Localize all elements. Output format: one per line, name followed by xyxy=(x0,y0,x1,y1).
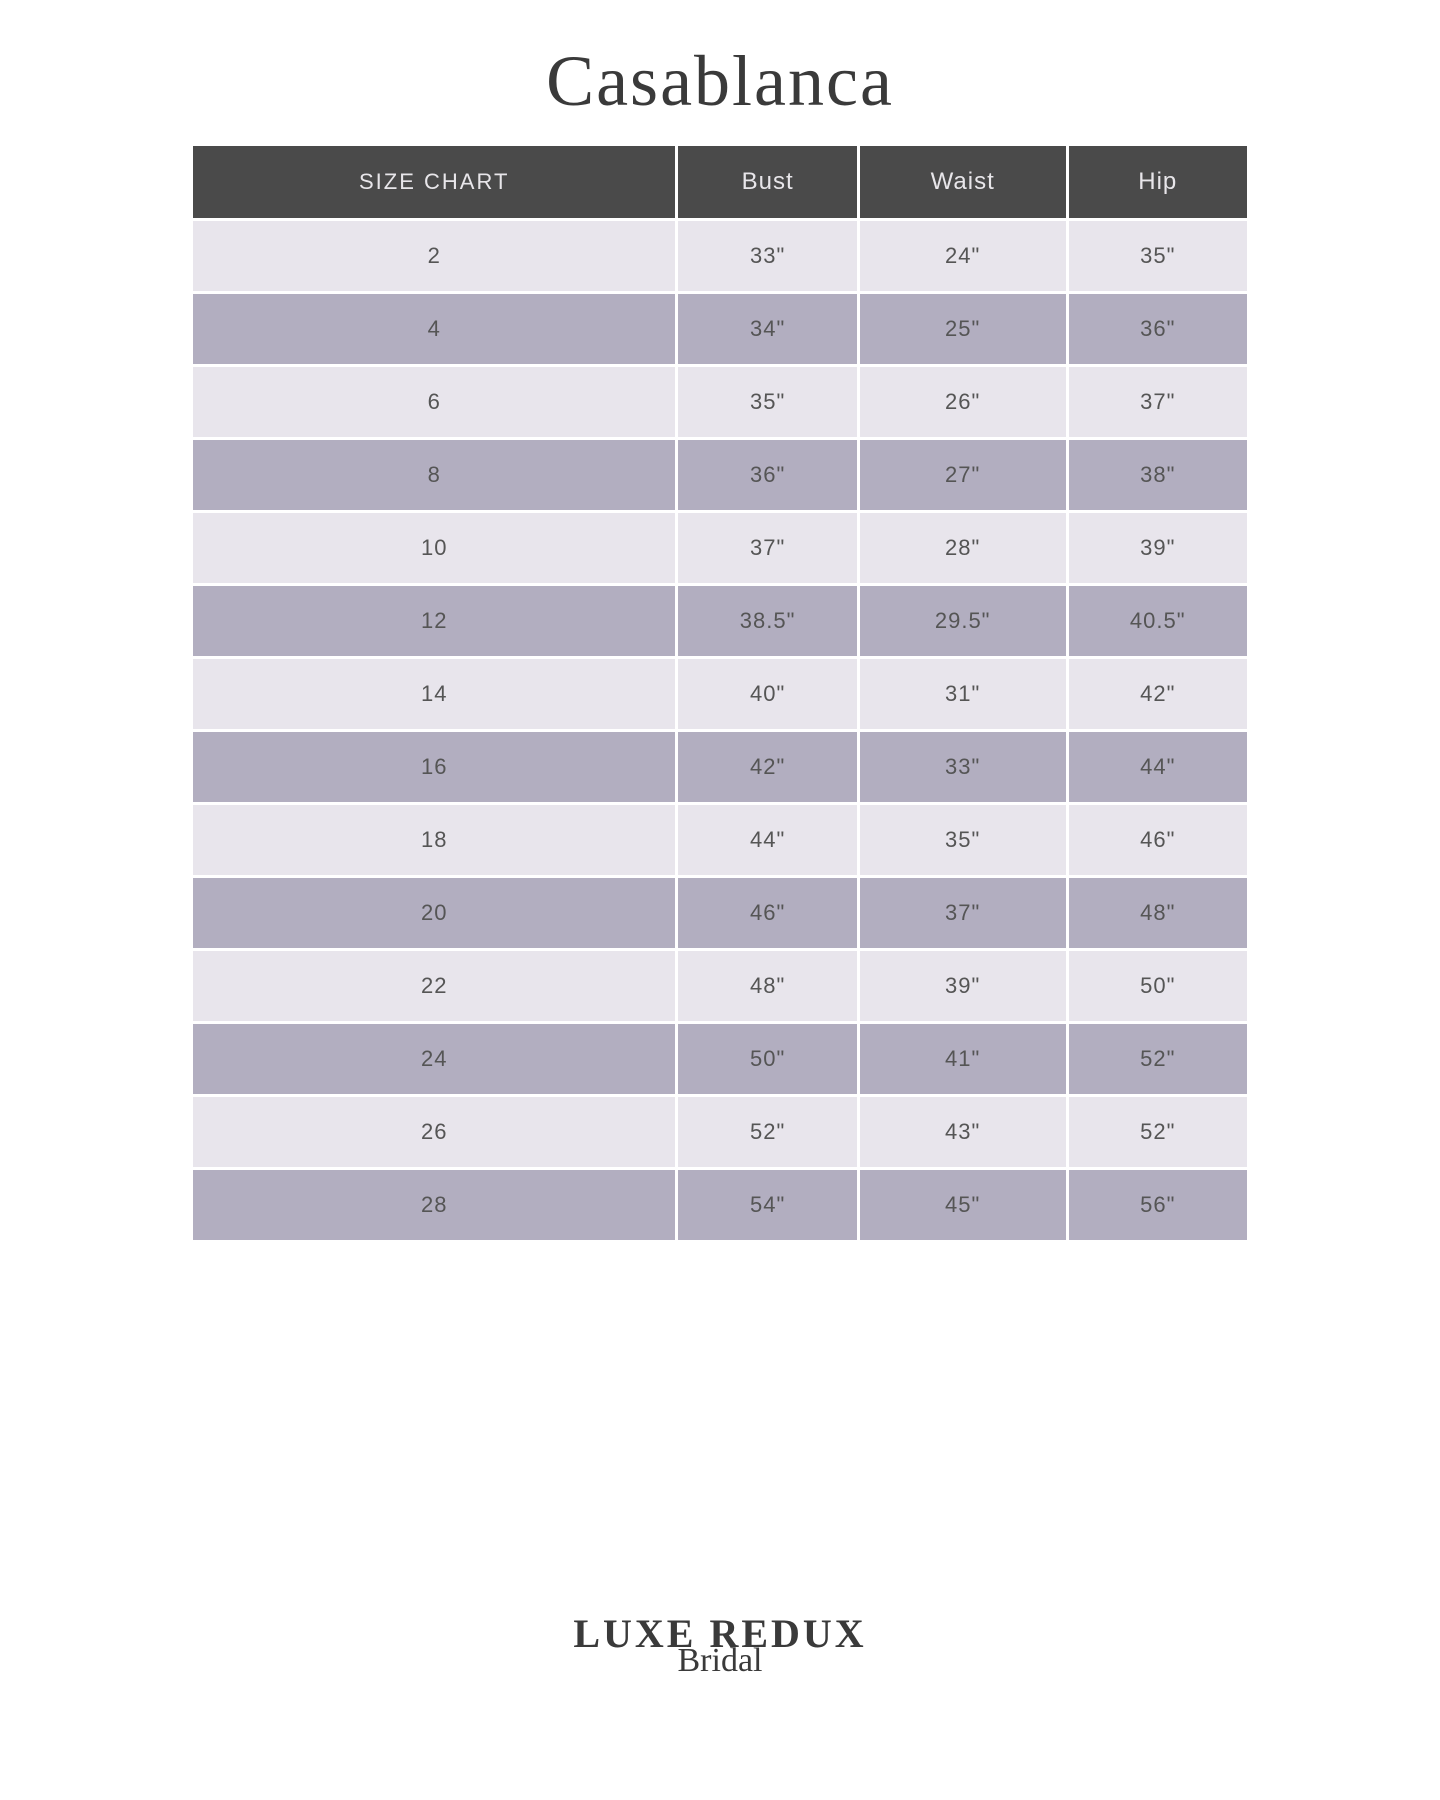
table-cell: 52" xyxy=(1069,1024,1248,1094)
table-cell: 35" xyxy=(860,805,1066,875)
table-row: 836"27"38" xyxy=(193,440,1247,510)
table-cell: 8 xyxy=(193,440,675,510)
table-cell: 29.5" xyxy=(860,586,1066,656)
table-cell: 12 xyxy=(193,586,675,656)
table-cell: 37" xyxy=(1069,367,1248,437)
col-header-hip: Hip xyxy=(1069,146,1248,218)
table-cell: 37" xyxy=(678,513,856,583)
table-cell: 4 xyxy=(193,294,675,364)
table-cell: 24 xyxy=(193,1024,675,1094)
table-cell: 38.5" xyxy=(678,586,856,656)
table-row: 233"24"35" xyxy=(193,221,1247,291)
table-cell: 44" xyxy=(678,805,856,875)
table-row: 2652"43"52" xyxy=(193,1097,1247,1167)
table-cell: 54" xyxy=(678,1170,856,1240)
table-cell: 26" xyxy=(860,367,1066,437)
table-cell: 31" xyxy=(860,659,1066,729)
table-row: 1440"31"42" xyxy=(193,659,1247,729)
table-row: 2854"45"56" xyxy=(193,1170,1247,1240)
table-cell: 50" xyxy=(678,1024,856,1094)
col-header-waist: Waist xyxy=(860,146,1066,218)
table-cell: 48" xyxy=(678,951,856,1021)
table-cell: 38" xyxy=(1069,440,1248,510)
table-cell: 36" xyxy=(1069,294,1248,364)
size-chart-table: SIZE CHART Bust Waist Hip 233"24"35"434"… xyxy=(190,143,1250,1243)
table-cell: 37" xyxy=(860,878,1066,948)
table-cell: 48" xyxy=(1069,878,1248,948)
table-row: 2450"41"52" xyxy=(193,1024,1247,1094)
table-cell: 42" xyxy=(678,732,856,802)
footer-logo: LUXE REDUX Bridal xyxy=(573,1614,866,1680)
table-cell: 28 xyxy=(193,1170,675,1240)
table-cell: 33" xyxy=(860,732,1066,802)
table-cell: 46" xyxy=(1069,805,1248,875)
table-cell: 6 xyxy=(193,367,675,437)
table-cell: 40" xyxy=(678,659,856,729)
table-cell: 16 xyxy=(193,732,675,802)
table-cell: 41" xyxy=(860,1024,1066,1094)
table-cell: 40.5" xyxy=(1069,586,1248,656)
table-cell: 52" xyxy=(678,1097,856,1167)
table-cell: 35" xyxy=(1069,221,1248,291)
table-cell: 43" xyxy=(860,1097,1066,1167)
col-header-size: SIZE CHART xyxy=(193,146,675,218)
table-cell: 56" xyxy=(1069,1170,1248,1240)
table-cell: 52" xyxy=(1069,1097,1248,1167)
table-cell: 42" xyxy=(1069,659,1248,729)
table-cell: 44" xyxy=(1069,732,1248,802)
table-row: 2248"39"50" xyxy=(193,951,1247,1021)
table-cell: 28" xyxy=(860,513,1066,583)
table-cell: 20 xyxy=(193,878,675,948)
table-cell: 39" xyxy=(860,951,1066,1021)
table-cell: 26 xyxy=(193,1097,675,1167)
table-cell: 34" xyxy=(678,294,856,364)
table-header-row: SIZE CHART Bust Waist Hip xyxy=(193,146,1247,218)
table-cell: 24" xyxy=(860,221,1066,291)
table-row: 1037"28"39" xyxy=(193,513,1247,583)
table-row: 635"26"37" xyxy=(193,367,1247,437)
table-cell: 46" xyxy=(678,878,856,948)
col-header-bust: Bust xyxy=(678,146,856,218)
table-cell: 35" xyxy=(678,367,856,437)
table-cell: 25" xyxy=(860,294,1066,364)
table-row: 1844"35"46" xyxy=(193,805,1247,875)
table-cell: 18 xyxy=(193,805,675,875)
table-cell: 45" xyxy=(860,1170,1066,1240)
table-row: 434"25"36" xyxy=(193,294,1247,364)
table-cell: 50" xyxy=(1069,951,1248,1021)
table-cell: 36" xyxy=(678,440,856,510)
table-row: 1642"33"44" xyxy=(193,732,1247,802)
table-cell: 39" xyxy=(1069,513,1248,583)
page-container: Casablanca SIZE CHART Bust Waist Hip 233… xyxy=(0,0,1440,1243)
table-cell: 2 xyxy=(193,221,675,291)
table-cell: 22 xyxy=(193,951,675,1021)
table-row: 1238.5"29.5"40.5" xyxy=(193,586,1247,656)
table-row: 2046"37"48" xyxy=(193,878,1247,948)
table-cell: 10 xyxy=(193,513,675,583)
table-cell: 33" xyxy=(678,221,856,291)
brand-title: Casablanca xyxy=(546,40,894,123)
table-body: 233"24"35"434"25"36"635"26"37"836"27"38"… xyxy=(193,221,1247,1240)
table-cell: 27" xyxy=(860,440,1066,510)
table-cell: 14 xyxy=(193,659,675,729)
